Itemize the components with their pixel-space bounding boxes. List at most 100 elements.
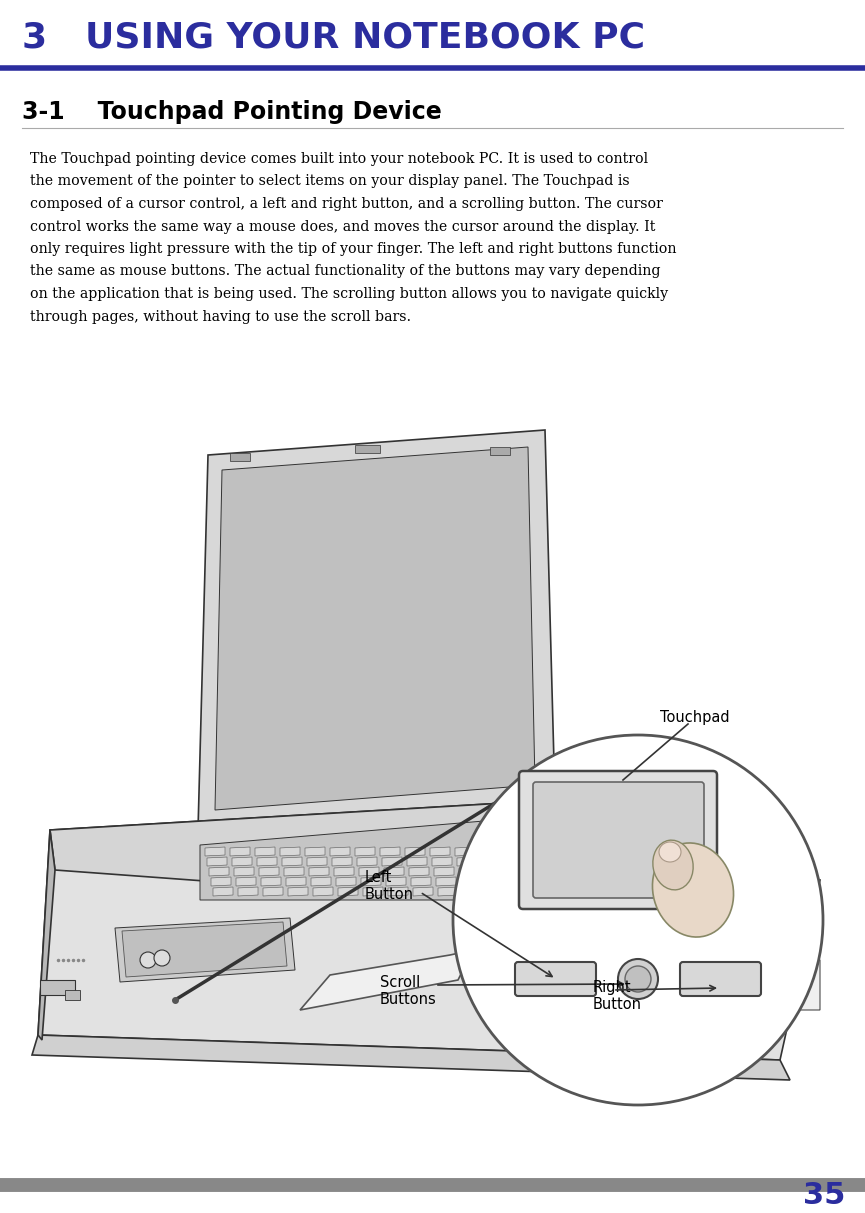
Polygon shape (580, 847, 600, 856)
Text: the same as mouse buttons. The actual functionality of the buttons may vary depe: the same as mouse buttons. The actual fu… (30, 264, 661, 279)
Bar (490, 448, 510, 455)
Polygon shape (313, 887, 333, 896)
Polygon shape (255, 847, 275, 856)
Polygon shape (305, 847, 325, 856)
Polygon shape (280, 847, 300, 856)
Text: Touchpad: Touchpad (660, 710, 729, 725)
Text: through pages, without having to use the scroll bars.: through pages, without having to use the… (30, 309, 411, 324)
Polygon shape (286, 877, 306, 885)
Polygon shape (584, 867, 604, 876)
Polygon shape (586, 877, 606, 885)
Polygon shape (332, 858, 352, 866)
Bar (355, 445, 380, 452)
FancyBboxPatch shape (680, 962, 761, 996)
Polygon shape (382, 858, 402, 866)
Polygon shape (359, 867, 379, 876)
Polygon shape (259, 867, 279, 876)
Polygon shape (455, 847, 475, 856)
Ellipse shape (659, 842, 681, 862)
Polygon shape (409, 867, 429, 876)
Polygon shape (263, 887, 283, 896)
Polygon shape (411, 877, 431, 885)
Polygon shape (511, 877, 531, 885)
Polygon shape (307, 858, 327, 866)
Text: Right
Button: Right Button (593, 980, 642, 1013)
Polygon shape (238, 887, 258, 896)
Ellipse shape (653, 841, 693, 890)
Text: only requires light pressure with the tip of your finger. The left and right but: only requires light pressure with the ti… (30, 243, 676, 256)
Polygon shape (213, 887, 233, 896)
Polygon shape (257, 858, 277, 866)
Polygon shape (336, 877, 356, 885)
Circle shape (140, 952, 156, 968)
Polygon shape (563, 887, 583, 896)
Polygon shape (505, 847, 525, 856)
Bar (230, 452, 250, 461)
Polygon shape (557, 858, 577, 866)
Polygon shape (463, 887, 483, 896)
Polygon shape (459, 867, 479, 876)
FancyBboxPatch shape (519, 771, 717, 909)
Polygon shape (355, 847, 375, 856)
Polygon shape (559, 867, 579, 876)
Polygon shape (436, 877, 456, 885)
Polygon shape (482, 858, 502, 866)
Polygon shape (530, 847, 550, 856)
Polygon shape (309, 867, 329, 876)
Bar (40, 980, 75, 995)
Polygon shape (38, 830, 55, 1040)
FancyBboxPatch shape (533, 782, 704, 898)
Polygon shape (538, 887, 558, 896)
Text: on the application that is being used. The scrolling button allows you to naviga: on the application that is being used. T… (30, 287, 668, 301)
Polygon shape (500, 940, 820, 1010)
Polygon shape (561, 877, 581, 885)
Polygon shape (207, 858, 227, 866)
Text: control works the same way a mouse does, and moves the cursor around the display: control works the same way a mouse does,… (30, 220, 656, 233)
Polygon shape (215, 448, 535, 810)
Polygon shape (532, 858, 552, 866)
Polygon shape (300, 950, 473, 1010)
Polygon shape (205, 847, 225, 856)
Polygon shape (413, 887, 433, 896)
Polygon shape (386, 877, 406, 885)
Polygon shape (50, 801, 820, 910)
Text: composed of a cursor control, a left and right button, and a scrolling button. T: composed of a cursor control, a left and… (30, 197, 663, 211)
Polygon shape (488, 887, 508, 896)
Polygon shape (388, 887, 408, 896)
Polygon shape (380, 847, 400, 856)
Polygon shape (122, 922, 287, 976)
Polygon shape (32, 1035, 790, 1080)
Polygon shape (430, 847, 450, 856)
Polygon shape (534, 867, 554, 876)
Text: 3   USING YOUR NOTEBOOK PC: 3 USING YOUR NOTEBOOK PC (22, 21, 645, 55)
Circle shape (154, 950, 170, 966)
Polygon shape (407, 858, 427, 866)
Polygon shape (513, 887, 533, 896)
Polygon shape (480, 847, 500, 856)
Text: the movement of the pointer to select items on your display panel. The Touchpad : the movement of the pointer to select it… (30, 175, 630, 188)
Polygon shape (115, 918, 295, 983)
Polygon shape (334, 867, 354, 876)
Polygon shape (261, 877, 281, 885)
Polygon shape (311, 877, 331, 885)
Polygon shape (509, 867, 529, 876)
Polygon shape (588, 887, 608, 896)
Polygon shape (200, 815, 620, 900)
Polygon shape (357, 858, 377, 866)
Polygon shape (198, 429, 555, 830)
Polygon shape (230, 847, 250, 856)
Text: 3-1    Touchpad Pointing Device: 3-1 Touchpad Pointing Device (22, 99, 442, 124)
Polygon shape (484, 867, 504, 876)
Text: The Touchpad pointing device comes built into your notebook PC. It is used to co: The Touchpad pointing device comes built… (30, 152, 648, 166)
Text: Left
Button: Left Button (365, 870, 414, 902)
Polygon shape (209, 867, 229, 876)
Polygon shape (338, 887, 358, 896)
Polygon shape (536, 877, 556, 885)
Polygon shape (432, 858, 452, 866)
Polygon shape (363, 887, 383, 896)
Polygon shape (434, 867, 454, 876)
Circle shape (453, 735, 823, 1105)
Polygon shape (284, 867, 304, 876)
Polygon shape (361, 877, 381, 885)
Polygon shape (457, 858, 477, 866)
